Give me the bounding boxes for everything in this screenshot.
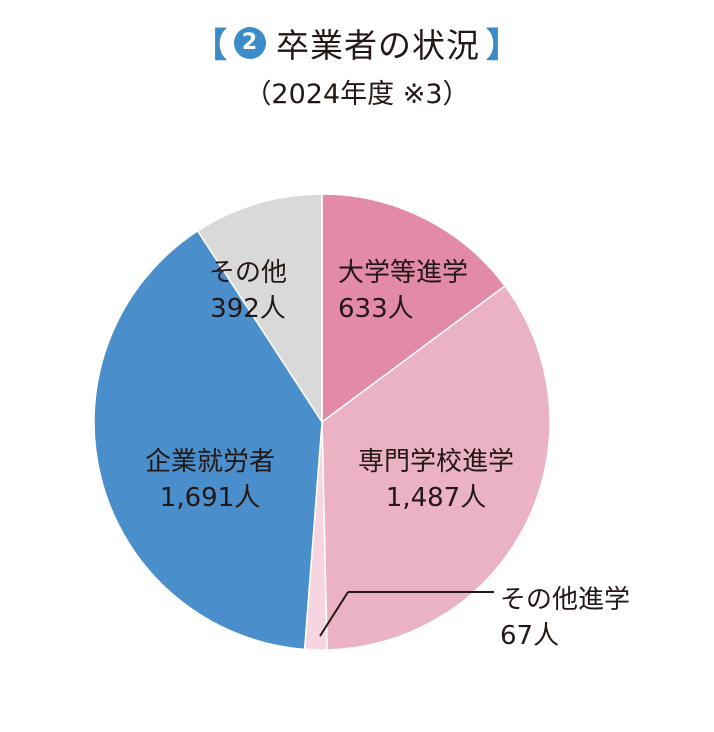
slice-label: 企業就労者 <box>145 447 275 477</box>
chart-subtitle: （2024年度 ※3） <box>244 79 470 110</box>
slice-university <box>321 193 507 424</box>
slice-label: その他 <box>209 258 287 288</box>
chart-title: 【 2 卒業者の状況 】 <box>0 18 714 67</box>
pie-slices <box>93 193 551 651</box>
slice-value-label: 67人 <box>500 621 559 651</box>
slice-other <box>196 193 323 425</box>
leader-line <box>319 591 349 637</box>
slice-label: 専門学校進学 <box>358 447 514 477</box>
slice-vocational-school <box>321 284 551 651</box>
number-badge: 2 <box>234 26 266 59</box>
slice-label: 大学等進学 <box>338 258 468 288</box>
slice-value-label: 633人 <box>338 294 414 324</box>
title-bracket-close: 】 <box>486 26 521 66</box>
title-text: 卒業者の状況 <box>276 25 480 65</box>
slice-value-label: 1,691人 <box>160 483 260 513</box>
slice-label: その他進学 <box>500 585 630 615</box>
slice-value-label: 392人 <box>210 294 286 324</box>
slice-value-label: 1,487人 <box>386 483 486 513</box>
title-bracket-open: 【 <box>193 26 228 66</box>
